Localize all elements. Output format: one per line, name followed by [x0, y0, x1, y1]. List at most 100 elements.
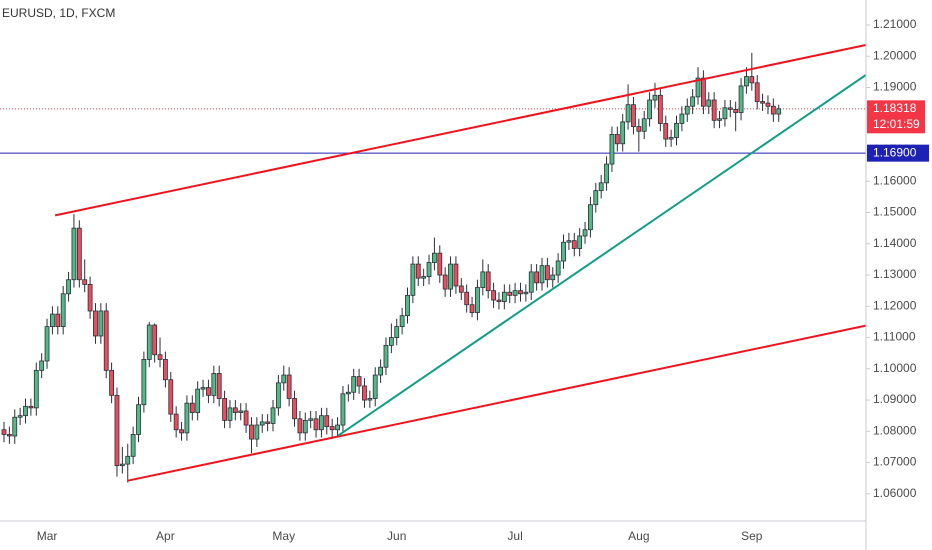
candle-body — [184, 402, 190, 434]
candle-body — [770, 105, 776, 115]
candle-body — [206, 387, 211, 396]
candle-body — [222, 398, 227, 421]
candle-body — [33, 369, 39, 409]
y-tick-label: 1.21000 — [873, 17, 917, 31]
candle-body — [23, 405, 28, 417]
candle-body — [485, 271, 491, 292]
candle-body — [668, 137, 674, 140]
candle-body — [674, 123, 679, 138]
candle-body — [302, 419, 308, 434]
candle-body — [744, 76, 749, 87]
candle-body — [152, 324, 158, 356]
candle-body — [136, 404, 141, 435]
candle-body — [544, 265, 550, 281]
candle-body — [604, 163, 609, 184]
candle-body — [109, 369, 114, 396]
candle-body — [362, 385, 367, 401]
candle-body — [335, 424, 340, 431]
candle-body — [614, 133, 620, 145]
candle-body — [232, 407, 238, 413]
candle-body — [684, 105, 690, 115]
candle-body — [324, 415, 330, 428]
candle-body — [679, 113, 685, 124]
candle-body — [162, 359, 168, 381]
candle-body — [173, 413, 179, 431]
trend-line — [127, 324, 866, 482]
candle-body — [313, 418, 319, 431]
candle-body — [168, 379, 174, 415]
candle-body — [458, 285, 464, 293]
candle-body — [28, 405, 34, 409]
candle-body — [60, 293, 66, 328]
candle-body — [426, 262, 432, 277]
candle-body — [1, 429, 7, 435]
candle-body — [501, 291, 507, 302]
candle-body — [593, 190, 599, 206]
candle-body — [577, 235, 583, 249]
candle-body — [270, 407, 276, 424]
candle-body — [776, 108, 782, 115]
candle-body — [722, 107, 728, 120]
x-tick-label: Mar — [37, 529, 58, 543]
candle-body — [308, 418, 314, 421]
candle-body — [71, 227, 77, 281]
candle-body — [254, 424, 260, 440]
candle-body — [146, 324, 152, 360]
candle-body — [550, 274, 556, 281]
candle-body — [528, 271, 534, 293]
hline-box — [867, 144, 929, 162]
candle-body — [141, 359, 147, 406]
candle-body — [717, 118, 722, 121]
candle-body — [507, 291, 513, 296]
candle-body — [475, 287, 480, 313]
candle-body — [410, 263, 416, 296]
candle-body — [87, 284, 93, 312]
candle-body — [351, 376, 357, 393]
candle-body — [620, 121, 626, 145]
candle-body — [93, 310, 98, 337]
candle-body — [238, 410, 244, 413]
candle-body — [76, 227, 82, 281]
candle-body — [518, 290, 523, 295]
candle-body — [200, 387, 206, 390]
candle-body — [431, 252, 437, 263]
candle-body — [195, 388, 201, 413]
candle-body — [12, 416, 18, 437]
y-tick-label: 1.15000 — [873, 205, 917, 219]
candle-body — [356, 376, 362, 387]
candle-body — [275, 382, 281, 409]
candle-body — [399, 315, 405, 328]
candle-body — [749, 76, 755, 84]
candle-body — [372, 374, 378, 399]
candle-body — [733, 108, 739, 113]
chart-title: EURUSD, 1D, FXCM — [2, 6, 115, 20]
candle-body — [55, 313, 61, 328]
y-tick-label: 1.14000 — [873, 236, 917, 250]
candle-body — [701, 77, 706, 107]
candle-body — [130, 434, 136, 457]
candle-body — [340, 393, 346, 426]
candle-body — [496, 299, 502, 302]
last-price-label: 1.18318 — [873, 101, 917, 115]
candle-body — [738, 85, 744, 113]
candle-body — [44, 326, 50, 362]
candle-body — [98, 310, 104, 337]
candle-body — [464, 291, 470, 306]
candle-body — [297, 418, 303, 434]
candle-body — [286, 374, 292, 399]
candle-body — [534, 271, 540, 284]
candle-body — [211, 373, 217, 396]
candle-body — [453, 263, 459, 287]
candle-body — [588, 204, 593, 231]
y-tick-label: 1.09000 — [873, 392, 917, 406]
y-tick-label: 1.19000 — [873, 80, 917, 94]
candle-body — [415, 263, 421, 279]
trend-line — [54, 44, 866, 217]
candle-body — [647, 99, 652, 120]
candle-body — [421, 276, 427, 279]
candle-body — [636, 126, 642, 132]
candle-body — [491, 290, 496, 301]
candle-body — [281, 374, 287, 384]
candle-body — [50, 313, 55, 328]
